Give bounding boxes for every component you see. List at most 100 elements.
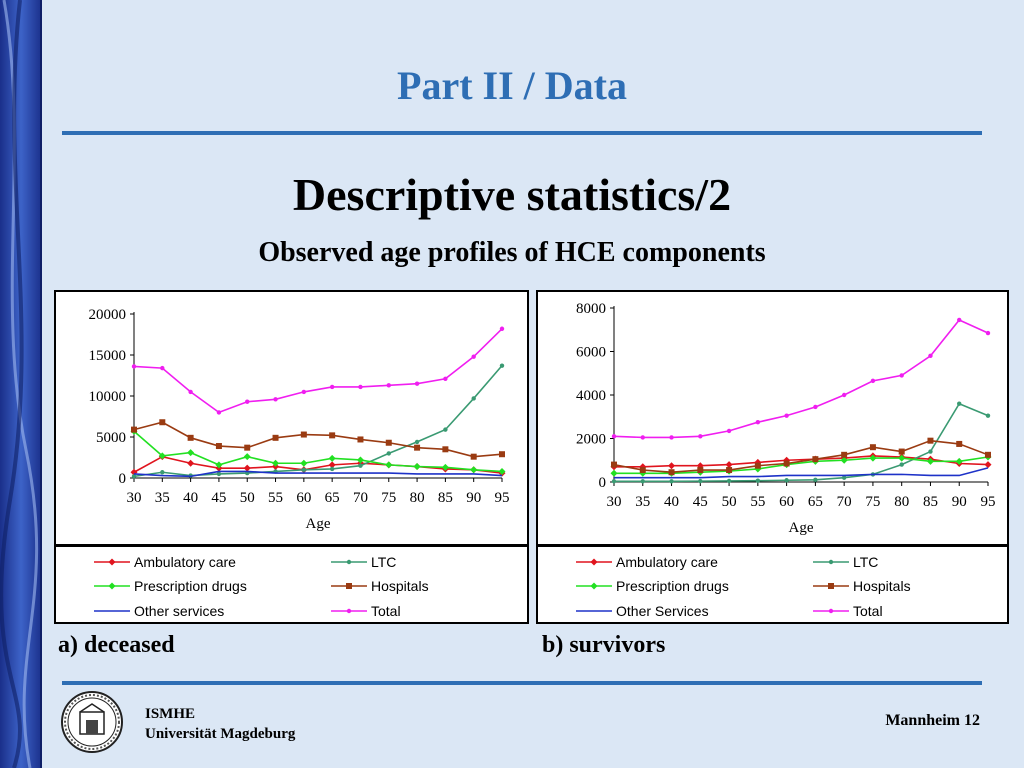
deceased-data-point [245,399,250,404]
deceased-data-point [301,389,307,395]
deceased-y-tick-label: 5000 [96,430,126,446]
deceased-data-point [386,451,391,456]
deceased-legend-label: Hospitals [371,578,429,594]
survivors-data-point [926,457,934,465]
deceased-data-point [243,453,251,461]
deceased-data-point [329,466,335,472]
survivors-legend-entry: Total [813,603,883,619]
deceased-data-point [470,466,478,474]
footer-page-label: Mannheim 12 [885,712,980,729]
deceased-data-point [357,436,364,443]
survivors-x-tick-label: 75 [865,494,880,510]
survivors-series-line [614,467,989,479]
survivors-data-point [611,434,617,439]
deceased-data-point [160,365,165,371]
deceased-x-tick-label: 45 [211,490,226,506]
survivors-data-point [841,451,848,458]
legend-deceased-svg: Ambulatory care LTC Prescription drugs Hosp… [94,554,429,619]
survivors-data-point [928,449,933,454]
survivors-data-point [841,392,847,398]
survivors-y-tick-label: 0 [599,475,607,491]
deceased-legend-marker [108,582,116,590]
survivors-data-point [899,373,904,378]
survivors-series-line [614,402,989,483]
survivors-x-tick-label: 45 [693,494,708,510]
survivors-data-point [869,444,876,451]
deceased-data-point [216,471,222,477]
deceased-x-tick-label: 55 [268,490,283,506]
deceased-data-point [188,389,193,395]
survivors-legend-marker [590,558,598,566]
deceased-data-point [498,467,506,475]
survivors-x-tick-label: 50 [722,494,737,510]
deceased-legend-label: Total [371,603,401,619]
deceased-legend-entry: Prescription drugs [94,578,247,594]
survivors-x-tick-label: 55 [750,494,765,510]
survivors-x-tick-label: 65 [808,494,823,510]
deceased-data-point [243,464,251,472]
survivors-legend-label: Hospitals [853,578,911,594]
deceased-legend-marker [346,608,352,614]
deceased-data-point [215,443,222,450]
survivors-data-point [957,401,962,406]
chart-deceased: 0 5000 10000 15000 20000 30 35 40 45 50 55 60 65 70 75… [54,290,529,546]
deceased-data-point [158,452,166,460]
deceased-x-tick-label: 40 [183,490,198,506]
survivors-y-tick-label: 2000 [576,432,606,448]
survivors-legend-marker [828,583,834,589]
deceased-data-point [244,444,251,451]
deceased-x-tick-label: 75 [381,490,396,506]
deceased-data-point [300,459,308,467]
deceased-y-tick-label: 0 [119,471,127,487]
footer-org-line1: ISMHE [145,706,196,722]
deceased-data-point [441,463,449,471]
survivors-legend-label: LTC [853,554,878,570]
survivors-data-point [698,478,703,484]
survivors-data-point [611,461,617,468]
deceased-x-tick-label: 60 [296,490,311,506]
survivors-legend-marker [590,582,598,590]
deceased-legend-label: Prescription drugs [134,578,247,594]
deceased-legend-entry: Ambulatory care [94,554,236,570]
deceased-data-point [160,470,165,475]
survivors-data-point [955,457,963,465]
survivors-x-tick-label: 70 [837,494,852,510]
deceased-data-point [329,432,336,439]
deceased-data-point [187,459,195,467]
survivors-data-point [813,404,818,410]
survivors-x-tick-label: 40 [664,494,679,510]
deceased-data-point [358,463,363,468]
deceased-x-tick-label: 70 [353,490,368,506]
survivors-data-point [841,475,847,480]
survivors-data-point [957,317,962,323]
survivors-data-point [668,469,675,476]
deceased-data-point [272,434,279,441]
survivors-data-point [726,428,732,434]
survivors-y-tick-label: 4000 [576,388,606,404]
deceased-data-point [356,456,364,464]
survivors-x-axis-label: Age [789,520,814,536]
survivors-data-point [985,413,991,418]
survivors-x-tick-label: 85 [923,494,938,510]
deceased-data-point [273,397,278,402]
survivors-data-point [639,469,647,477]
deceased-data-point [187,434,194,441]
deceased-x-tick-label: 80 [410,490,425,506]
survivors-series-5 [611,317,991,440]
deceased-data-point [301,467,307,472]
survivors-series-line [613,318,989,439]
deceased-series-line [133,328,503,414]
deceased-data-point [300,431,307,438]
survivors-data-point [898,448,905,455]
survivors-data-point [755,419,761,425]
deceased-data-point [443,376,448,381]
survivors-data-point [668,462,676,470]
survivors-data-point [812,456,819,463]
survivors-x-tick-label: 95 [981,494,996,510]
survivors-data-point [611,479,617,484]
survivors-series-3 [611,437,991,476]
deceased-data-point [328,461,336,469]
survivors-y-tick-label: 6000 [576,345,606,361]
caption-deceased: a) deceased [58,632,175,658]
deceased-legend-entry: Total [331,603,401,619]
